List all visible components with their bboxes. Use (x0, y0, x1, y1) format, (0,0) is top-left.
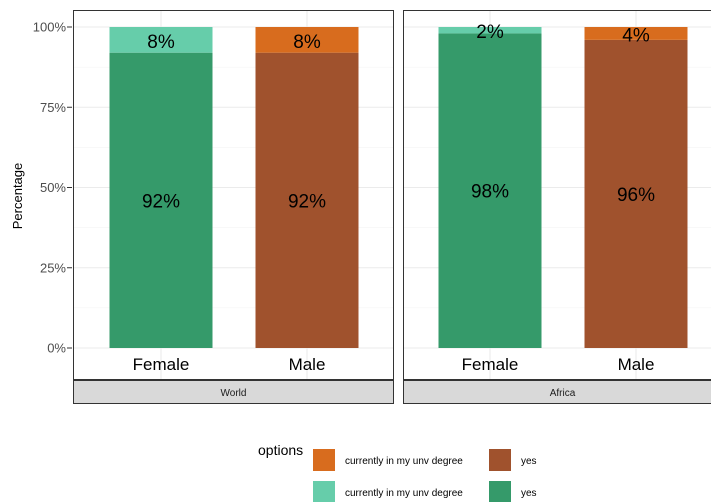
data-label: 96% (617, 185, 655, 206)
y-tick-label: 0% (47, 341, 66, 356)
bar-female: 98% 2% (438, 22, 542, 349)
legend-key (313, 481, 335, 502)
y-tick-label: 100% (33, 20, 67, 35)
legend-key (489, 449, 511, 471)
legend-label: currently in my unv degree (345, 488, 463, 499)
x-tick-label: Female (133, 355, 190, 374)
bar-male: 92% 8% (255, 27, 359, 349)
data-label: 92% (288, 191, 326, 212)
legend-entry: currently in my unv degree (313, 481, 463, 502)
legend: options currently in my unv degree yes curr… (258, 442, 537, 502)
facet-strip-label: World (221, 388, 247, 399)
x-tick-label: Female (462, 355, 519, 374)
y-tick-label: 50% (40, 180, 66, 195)
x-tick-label: Male (618, 355, 655, 374)
legend-label: currently in my unv degree (345, 456, 463, 467)
data-label: 8% (293, 32, 321, 53)
y-axis-title: Percentage (10, 163, 25, 230)
legend-entry: yes (489, 449, 537, 471)
facet-strip (73, 380, 394, 404)
y-tick-label: 25% (40, 260, 66, 275)
data-label: 2% (476, 22, 504, 43)
legend-key (313, 449, 335, 471)
legend-entry: currently in my unv degree (313, 449, 463, 471)
panel-world: 92% 8% Female 92% 8% Male World (73, 10, 394, 404)
data-label: 92% (142, 191, 180, 212)
panel-border (403, 10, 711, 380)
y-tick-label: 75% (40, 100, 66, 115)
legend-key (489, 481, 511, 502)
panel-africa: 98% 2% Female 96% 4% Male Africa (403, 10, 711, 404)
panel-border (73, 10, 394, 380)
legend-label: yes (521, 456, 537, 467)
chart-panels: 92% 8% Female 92% 8% Male World 98% 2% Female 96% 4… (73, 10, 711, 404)
bar-segment-yes (109, 52, 213, 349)
bar-segment-yes (438, 33, 542, 349)
facet-strip-label: Africa (550, 388, 576, 399)
bar-segment-currently (109, 27, 213, 53)
bar-segment-yes (584, 39, 688, 349)
data-label: 98% (471, 182, 509, 203)
data-label: 8% (147, 32, 175, 53)
bar-male: 96% 4% (584, 25, 688, 349)
x-tick-label: Male (289, 355, 326, 374)
y-axis-ticks: 0% 25% 50% 75% 100% (33, 20, 72, 356)
facet-strip (403, 380, 711, 404)
data-label: 4% (622, 25, 650, 46)
bar-segment-currently (438, 27, 542, 34)
bar-female: 92% 8% (109, 27, 213, 349)
bar-segment-currently (584, 27, 688, 40)
bar-segment-yes (255, 52, 359, 349)
bar-segment-currently (255, 27, 359, 53)
legend-title: options (258, 442, 303, 458)
legend-label: yes (521, 488, 537, 499)
legend-entry: yes (489, 481, 537, 502)
